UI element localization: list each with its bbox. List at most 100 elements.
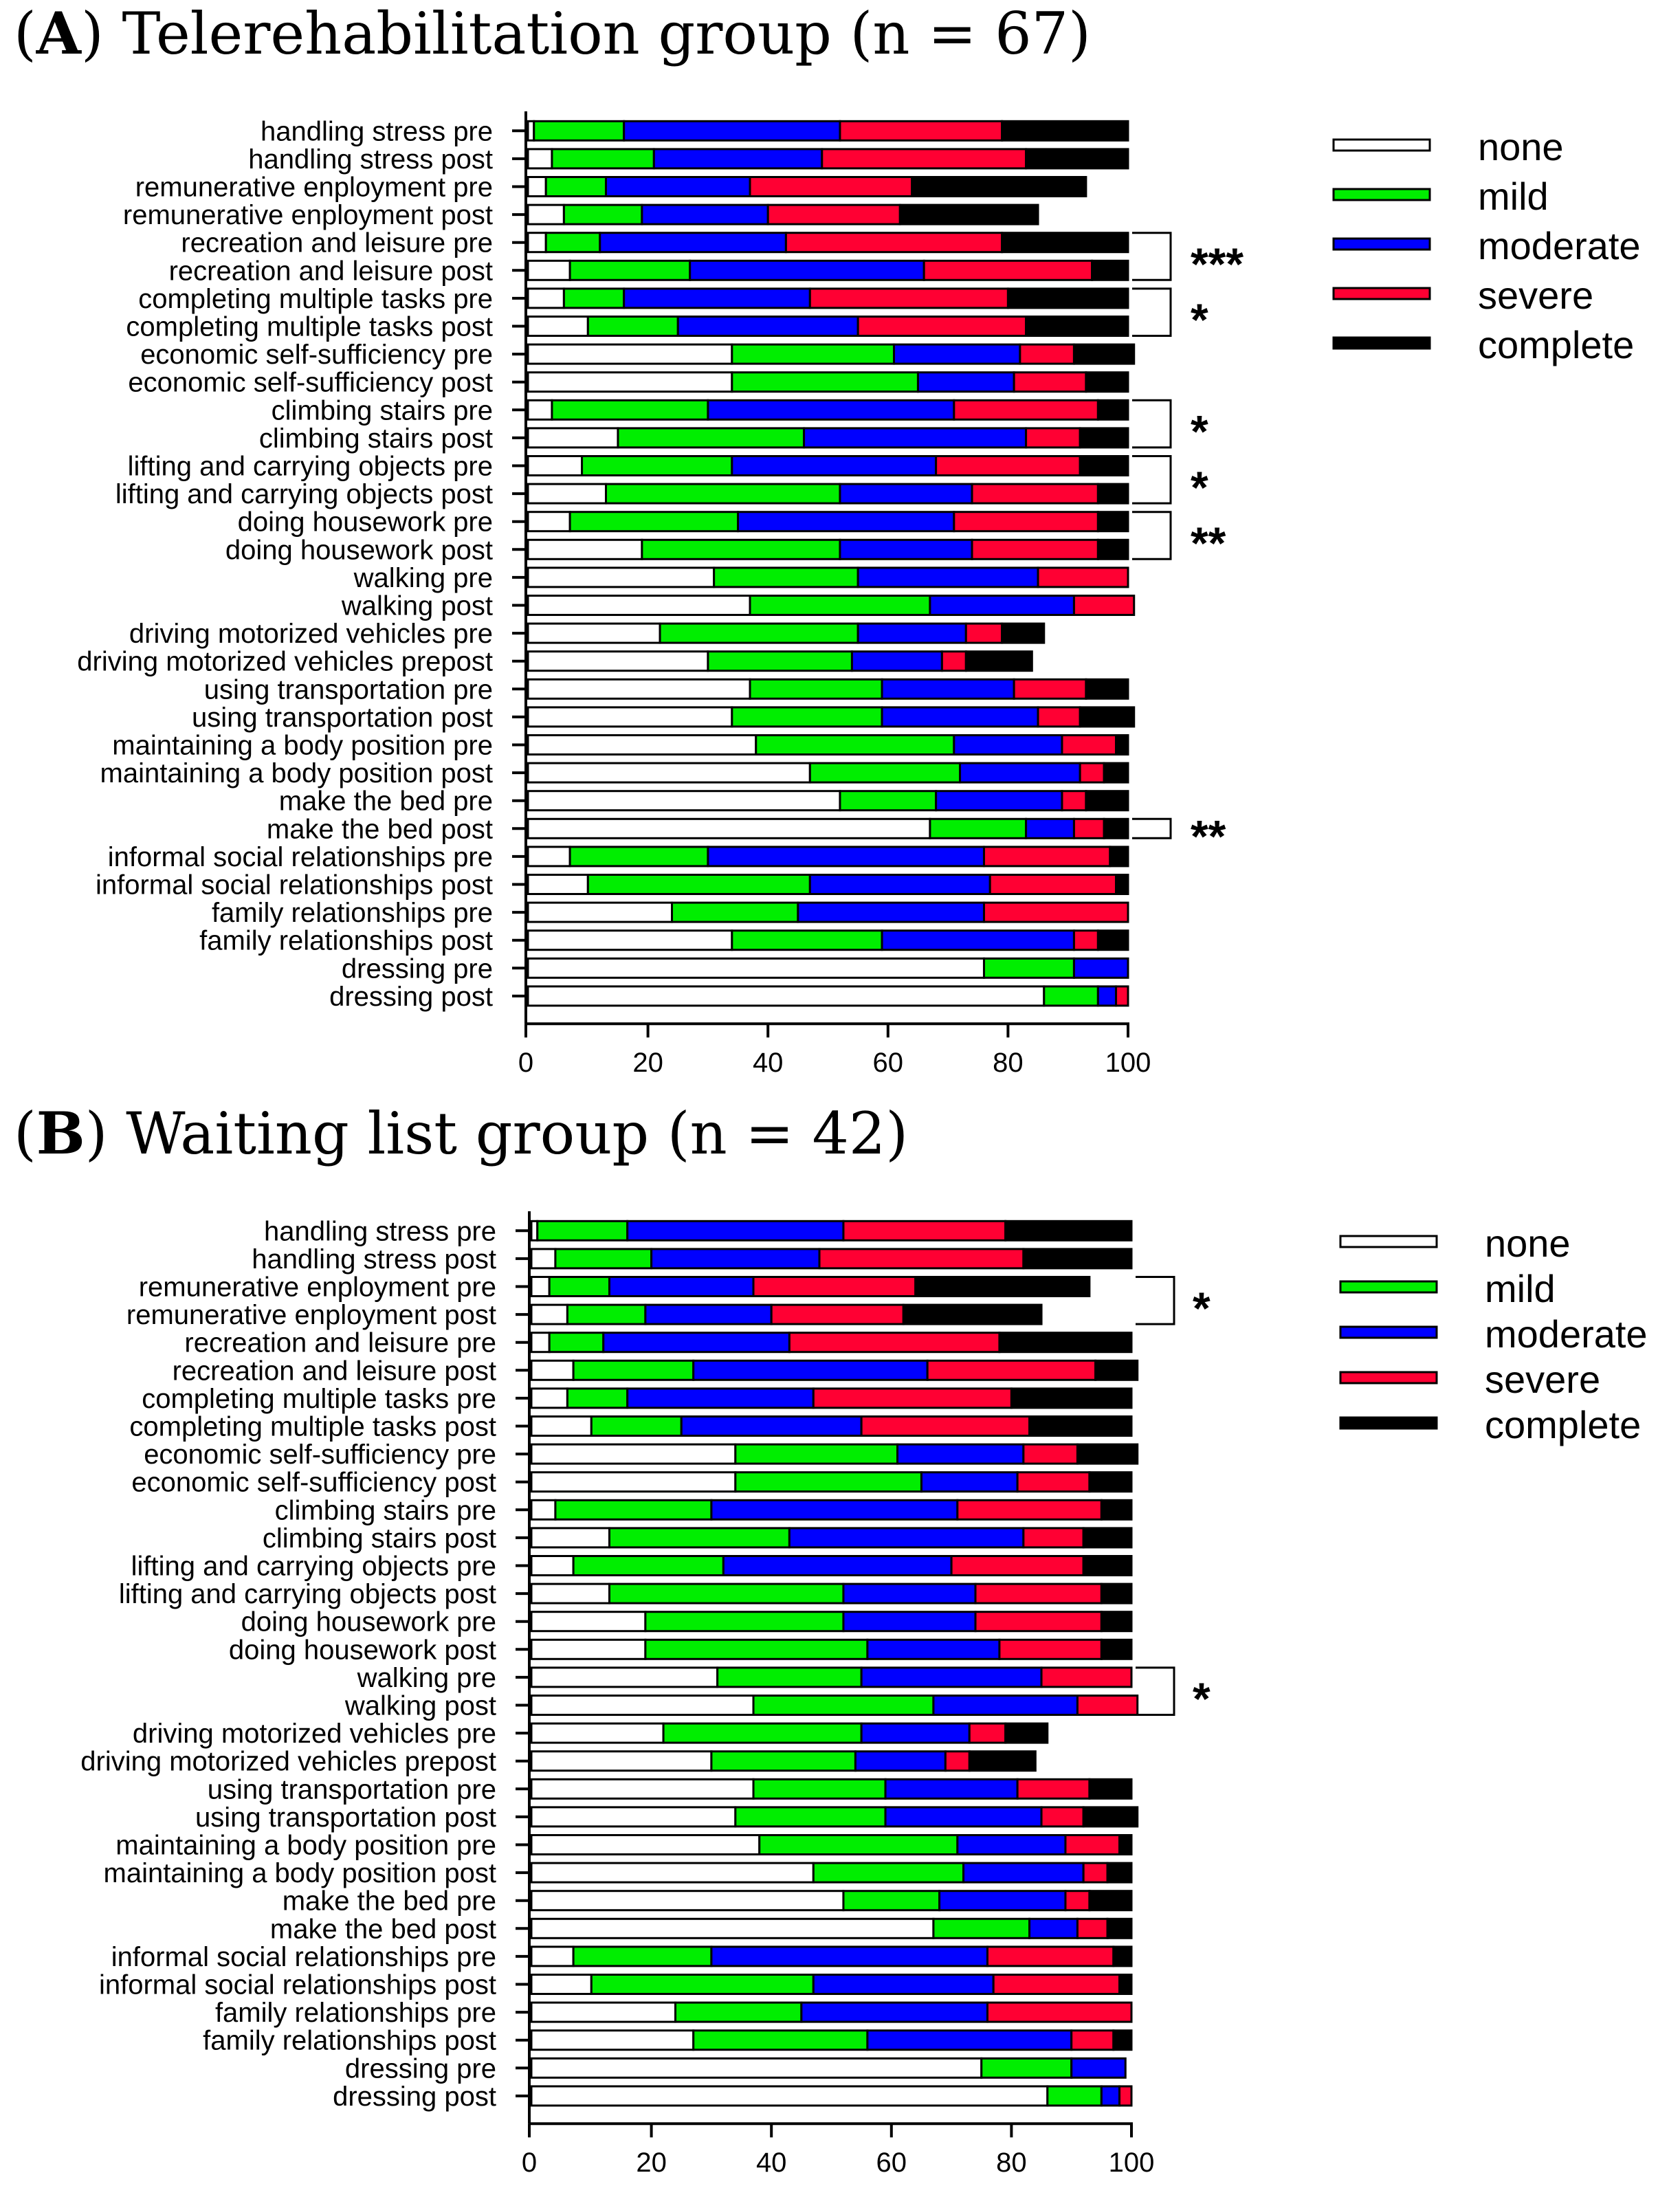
bar-segment-complete — [1091, 259, 1129, 281]
bar-segment-mild — [562, 287, 626, 309]
bar-segment-none — [527, 399, 553, 421]
bar-segment-none — [530, 1638, 647, 1660]
bar-segment-mild — [749, 595, 931, 616]
bar-segment-complete — [1106, 1917, 1133, 1939]
bar-segment-none — [527, 706, 733, 728]
category-label: recreation and leisure post — [169, 256, 493, 286]
bar-segment-none — [527, 343, 733, 365]
bar-segment-severe — [1061, 790, 1087, 812]
bar-segment-mild — [586, 874, 811, 895]
x-tick-label: 60 — [876, 2148, 907, 2178]
bar-segment-complete — [1072, 343, 1136, 365]
bar-segment-none — [530, 1974, 593, 1995]
panel-title: (B) Waiting list group (n = 42) — [14, 1099, 908, 1167]
category-label: make the bed pre — [279, 786, 493, 817]
bar-segment-severe — [749, 176, 914, 197]
bar-segment-none — [530, 1890, 845, 1912]
bar-segment-moderate — [916, 371, 1015, 393]
bar-segment-complete — [898, 203, 1039, 225]
bar-segment-moderate — [929, 595, 1075, 616]
bar-segment-none — [530, 1276, 551, 1297]
bar-segment-severe — [1064, 1834, 1121, 1855]
bar-segment-moderate — [722, 1555, 953, 1576]
category-label: recreation and leisure pre — [184, 1328, 496, 1358]
bar-segment-moderate — [602, 1332, 791, 1354]
x-tick-label: 40 — [756, 2148, 787, 2178]
significance-bracket — [1136, 1666, 1175, 1716]
bar-segment-complete — [1085, 371, 1129, 393]
bar-segment-none — [527, 901, 674, 923]
bar-segment-mild — [554, 1499, 713, 1521]
bar-segment-complete — [1004, 1220, 1133, 1242]
bar-segment-complete — [1096, 538, 1129, 560]
bar-segment-mild — [566, 1303, 647, 1325]
category-label: remunerative enployment post — [123, 200, 493, 230]
bar-segment-none — [527, 287, 565, 309]
significance-bracket — [1132, 817, 1172, 839]
bar-segment-severe — [1076, 1917, 1109, 1939]
bar-segment-mild — [572, 1945, 713, 1967]
bar-segment-mild — [812, 1862, 965, 1884]
bar-segment-severe — [770, 1303, 905, 1325]
panel-a: (A) Telerehabilitation group (n = 67) han… — [14, 0, 1641, 1078]
category-label: family relationships pre — [212, 898, 493, 928]
category-label: handling stress pre — [261, 116, 493, 146]
bar-segment-severe — [926, 1359, 1097, 1381]
bar-segment-complete — [1001, 232, 1129, 254]
category-label: dressing pre — [342, 953, 493, 984]
bar-segment-moderate — [710, 1499, 959, 1521]
category-label: walking pre — [353, 563, 493, 593]
bar-segment-complete — [1100, 1638, 1133, 1660]
legend-swatch-none — [1332, 138, 1431, 152]
bar-segment-complete — [968, 1750, 1037, 1772]
legend-swatch-mild — [1339, 1280, 1438, 1294]
bar-segment-mild — [716, 1666, 863, 1688]
significance-marker: ** — [1191, 810, 1226, 861]
bar-segment-complete — [1082, 1806, 1139, 1828]
legend-label: none — [1485, 1222, 1571, 1265]
bar-segment-severe — [953, 511, 1099, 533]
category-label: completing multiple tasks pre — [138, 284, 493, 314]
bar-segment-mild — [590, 1974, 815, 1995]
bar-segment-none — [530, 1862, 815, 1884]
bar-segment-none — [530, 1582, 610, 1604]
legend-swatch-complete — [1332, 336, 1431, 350]
bar-segment-severe — [988, 874, 1118, 895]
bar-segment-complete — [1103, 817, 1129, 839]
bar-segment-severe — [974, 1611, 1103, 1633]
bar-segment-moderate — [710, 1945, 988, 1967]
bar-segment-moderate — [881, 706, 1039, 728]
bar-segment-moderate — [797, 901, 985, 923]
bar-segment-severe — [812, 1387, 1013, 1409]
x-tick-label: 80 — [993, 1048, 1024, 1078]
bar-segment-mild — [749, 678, 883, 700]
category-label: dressing pre — [345, 2053, 496, 2084]
bar-segment-moderate — [650, 1248, 821, 1270]
bar-segment-severe — [971, 483, 1099, 505]
bar-segment-none — [527, 232, 547, 254]
bar-segment-moderate — [641, 203, 769, 225]
bar-segment-moderate — [692, 1359, 929, 1381]
bar-segment-severe — [986, 2001, 1133, 2023]
bar-segment-complete — [1096, 511, 1129, 533]
significance-marker: * — [1191, 294, 1208, 345]
bar-segment-none — [530, 2029, 695, 2051]
bar-segment-none — [530, 1778, 755, 1800]
legend-swatch-severe — [1332, 287, 1431, 300]
bar-segment-mild — [982, 957, 1075, 979]
bar-segment-complete — [1085, 678, 1129, 700]
significance-marker: * — [1193, 1283, 1211, 1334]
category-label: using transportation post — [192, 703, 493, 733]
bar-segment-complete — [1001, 622, 1046, 644]
bar-segment-severe — [971, 538, 1099, 560]
bar-segment-mild — [568, 259, 692, 281]
bar-segment-moderate — [731, 455, 938, 476]
bar-segment-moderate — [896, 1443, 1025, 1465]
bar-segment-severe — [842, 1220, 1007, 1242]
category-label: doing housework pre — [238, 507, 493, 538]
bar-segment-severe — [950, 1555, 1085, 1576]
bar-segment-moderate — [676, 316, 859, 337]
bar-segment-mild — [674, 2001, 803, 2023]
category-label: completing multiple tasks pre — [142, 1384, 496, 1414]
bar-segment-mild — [548, 1332, 605, 1354]
